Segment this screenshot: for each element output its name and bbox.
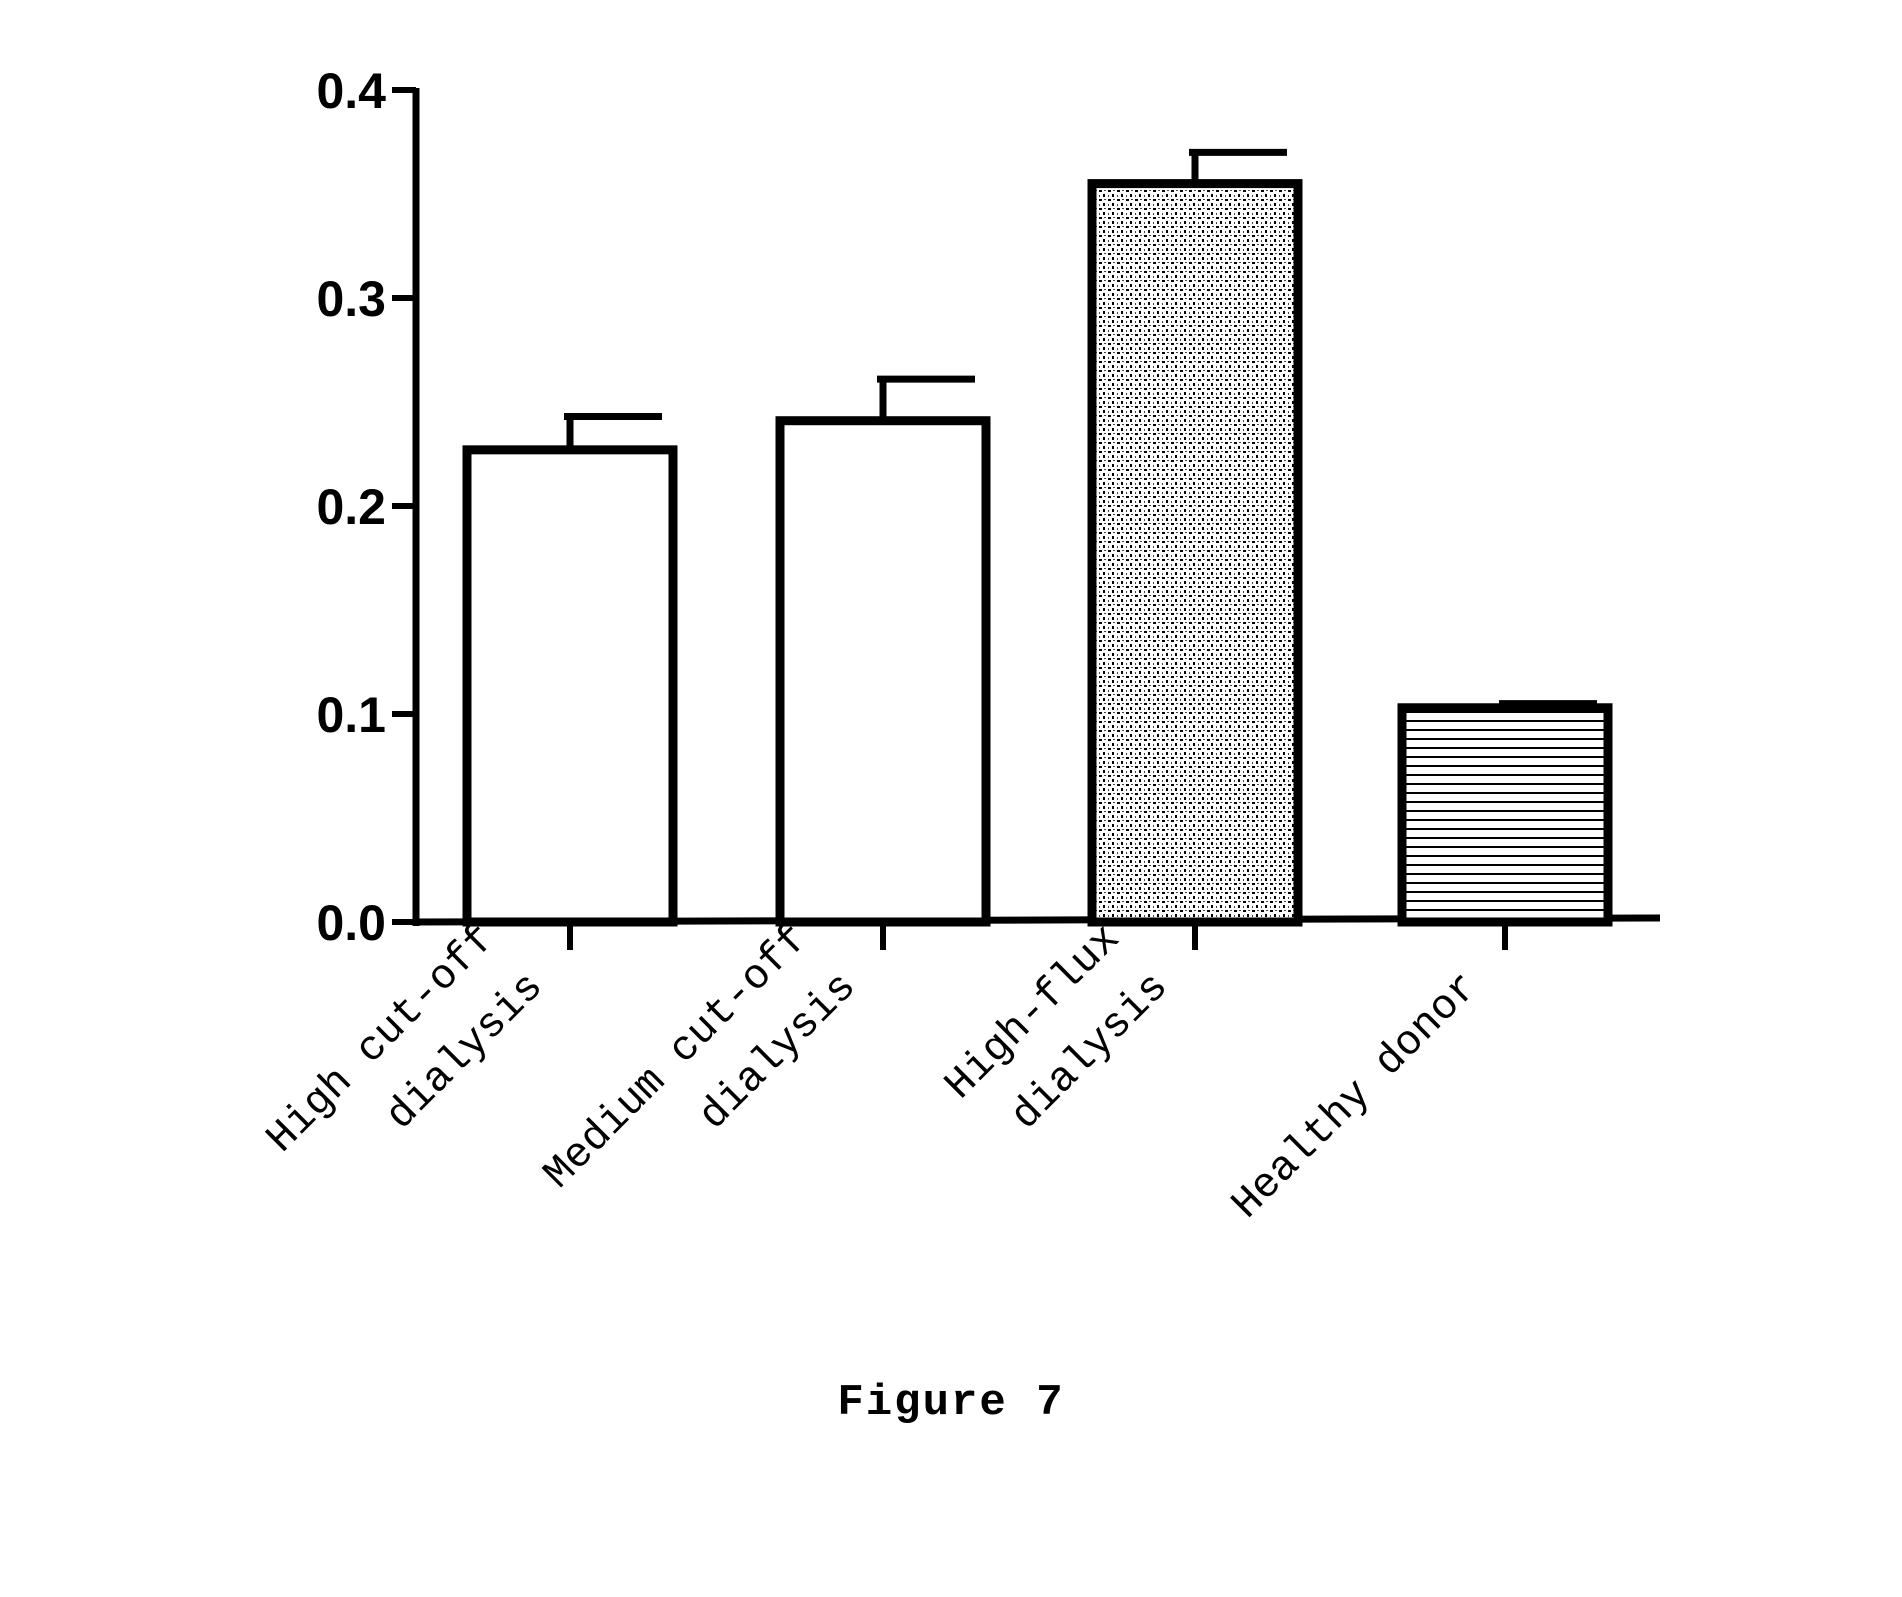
bars — [467, 152, 1608, 922]
y-tick-label: 0.1 — [316, 687, 386, 743]
category-labels: High cut-offdialysisMedium cut-offdialys… — [257, 915, 1488, 1247]
y-tick-label: 0.4 — [316, 63, 386, 119]
figure-caption: Figure 7 — [0, 1378, 1902, 1428]
category-label-line: Healthy donor — [1222, 963, 1488, 1229]
category-label: High-fluxdialysis — [936, 915, 1178, 1157]
category-label: Medium cut-offdialysis — [535, 915, 867, 1247]
bar — [467, 450, 673, 922]
y-tick-label: 0.2 — [316, 479, 386, 535]
bar — [1092, 184, 1298, 922]
category-label: High cut-offdialysis — [257, 915, 553, 1211]
category-label: Healthy donor — [1222, 963, 1488, 1229]
bar — [1402, 708, 1608, 922]
y-tick-label: 0.0 — [316, 895, 386, 951]
y-tick-label: 0.3 — [316, 271, 386, 327]
bar — [780, 421, 986, 922]
